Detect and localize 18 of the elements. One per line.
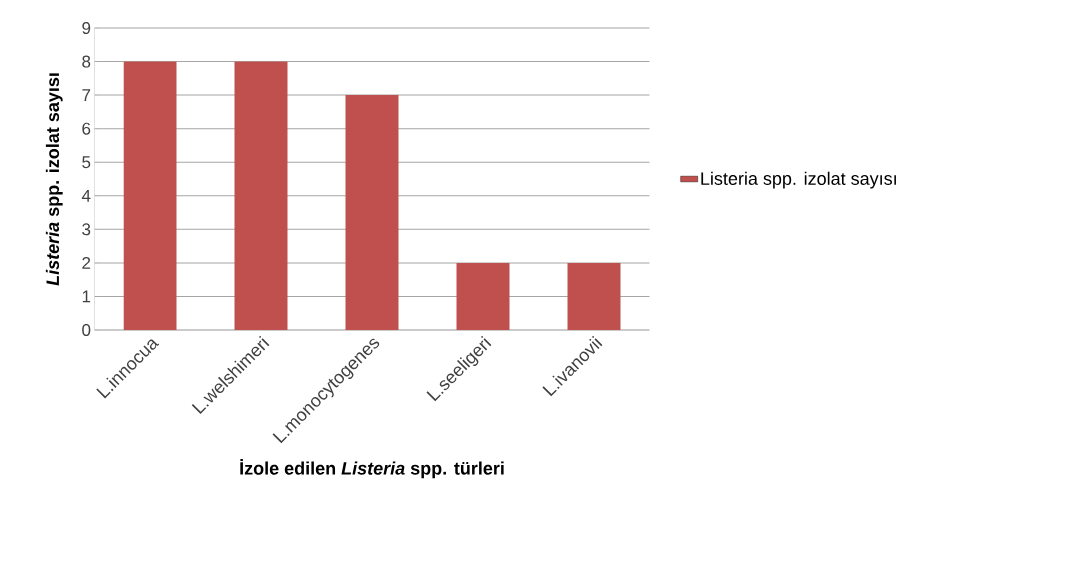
y-tick-label: 0 — [82, 323, 91, 337]
x-axis-title: İzole edilen Listeria spp. türleri — [240, 459, 504, 479]
bar — [234, 61, 288, 330]
y-tick-label: 8 — [82, 55, 91, 68]
bar — [123, 61, 177, 330]
bar — [456, 262, 510, 330]
bar — [345, 95, 399, 330]
legend-label: Listeria spp. izolat sayısı — [701, 171, 896, 189]
y-tick-label: 9 — [82, 21, 91, 35]
y-tick-label: 7 — [82, 89, 91, 101]
y-tick-label: 6 — [82, 122, 91, 135]
y-tick-label: 5 — [82, 156, 91, 169]
bar — [567, 262, 621, 330]
y-tick-label: 3 — [82, 223, 91, 236]
y-tick-label: 1 — [82, 290, 91, 303]
y-tick-label: 4 — [81, 189, 91, 202]
y-tick-label: 2 — [82, 256, 91, 269]
y-axis-title: Listeria spp. izolat sayısı — [45, 73, 63, 286]
